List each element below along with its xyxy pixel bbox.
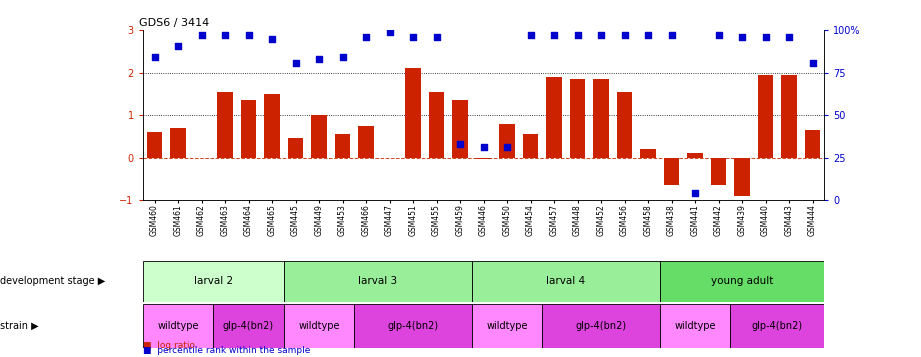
Point <box>429 34 444 40</box>
Bar <box>143 261 284 302</box>
Text: glp-4(bn2): glp-4(bn2) <box>752 321 803 331</box>
Bar <box>659 261 824 302</box>
Point <box>358 34 373 40</box>
Bar <box>523 134 538 157</box>
Point <box>805 60 820 65</box>
Bar <box>214 304 284 348</box>
Point <box>452 141 467 147</box>
Point <box>194 32 209 38</box>
Point <box>594 32 609 38</box>
Text: larval 4: larval 4 <box>546 276 586 286</box>
Point <box>570 32 585 38</box>
Bar <box>355 304 472 348</box>
Point <box>782 34 797 40</box>
Bar <box>146 132 162 157</box>
Bar <box>452 100 468 157</box>
Point <box>217 32 232 38</box>
Bar <box>476 157 491 159</box>
Point <box>688 190 703 196</box>
Bar <box>711 157 726 185</box>
Bar <box>805 130 821 157</box>
Bar <box>170 128 186 157</box>
Bar <box>358 126 374 157</box>
Point <box>523 32 538 38</box>
Text: wildtype: wildtype <box>486 321 528 331</box>
Bar <box>288 139 303 157</box>
Bar <box>429 92 444 157</box>
Text: strain ▶: strain ▶ <box>0 321 39 331</box>
Text: larval 2: larval 2 <box>193 276 233 286</box>
Point <box>170 43 185 49</box>
Point <box>500 145 515 150</box>
Bar <box>758 75 773 157</box>
Point <box>735 34 750 40</box>
Point <box>288 60 303 65</box>
Bar <box>687 153 703 157</box>
Text: wildtype: wildtype <box>298 321 340 331</box>
Text: wildtype: wildtype <box>674 321 716 331</box>
Point <box>547 32 562 38</box>
Text: glp-4(bn2): glp-4(bn2) <box>388 321 438 331</box>
Point <box>311 56 326 62</box>
Text: development stage ▶: development stage ▶ <box>0 276 105 286</box>
Bar <box>335 134 350 157</box>
Bar <box>284 261 472 302</box>
Text: ■  log ratio: ■ log ratio <box>143 341 194 350</box>
Bar <box>570 79 585 157</box>
Bar <box>659 304 730 348</box>
Bar <box>217 92 233 157</box>
Point <box>711 32 726 38</box>
Text: wildtype: wildtype <box>157 321 199 331</box>
Point <box>264 36 279 42</box>
Point <box>241 32 256 38</box>
Point <box>476 145 491 150</box>
Bar <box>143 304 214 348</box>
Text: young adult: young adult <box>711 276 774 286</box>
Bar <box>542 304 659 348</box>
Bar <box>405 69 421 157</box>
Point <box>405 34 420 40</box>
Bar <box>546 77 562 157</box>
Bar <box>617 92 632 157</box>
Bar <box>734 157 750 196</box>
Point <box>758 34 773 40</box>
Text: ■  percentile rank within the sample: ■ percentile rank within the sample <box>143 346 310 355</box>
Point <box>664 32 679 38</box>
Point <box>641 32 656 38</box>
Bar <box>311 115 327 157</box>
Point <box>147 55 162 60</box>
Bar <box>472 304 542 348</box>
Bar <box>640 149 656 157</box>
Bar <box>472 261 659 302</box>
Bar <box>499 124 515 157</box>
Point <box>617 32 632 38</box>
Bar <box>781 75 797 157</box>
Text: glp-4(bn2): glp-4(bn2) <box>576 321 626 331</box>
Text: glp-4(bn2): glp-4(bn2) <box>223 321 274 331</box>
Text: GDS6 / 3414: GDS6 / 3414 <box>139 18 210 28</box>
Bar <box>241 100 256 157</box>
Point <box>335 55 350 60</box>
Bar <box>730 304 824 348</box>
Bar <box>593 79 609 157</box>
Bar <box>284 304 355 348</box>
Point <box>382 29 397 35</box>
Text: larval 3: larval 3 <box>358 276 397 286</box>
Bar <box>664 157 679 185</box>
Bar <box>264 94 280 157</box>
